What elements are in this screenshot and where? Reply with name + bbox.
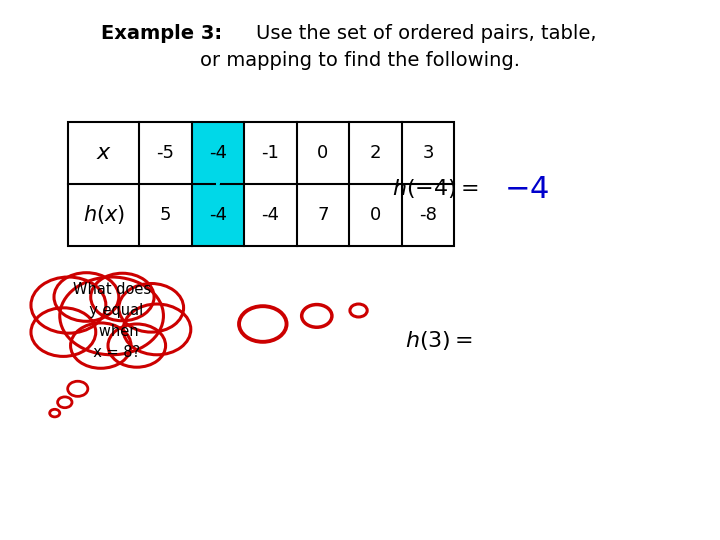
Bar	[68, 122, 454, 246]
Circle shape	[31, 277, 106, 333]
Text: $-4$: $-4$	[504, 174, 549, 204]
Circle shape	[50, 409, 60, 417]
Circle shape	[71, 323, 131, 368]
Text: 5: 5	[160, 206, 171, 224]
Circle shape	[239, 306, 287, 342]
Text: $h(x)$: $h(x)$	[83, 203, 125, 226]
Text: $h(-4) = $: $h(-4) = $	[392, 178, 480, 200]
Text: -5: -5	[156, 144, 174, 161]
Text: -4: -4	[261, 206, 279, 224]
Text: -4: -4	[209, 144, 227, 161]
Bar	[192, 122, 244, 184]
Circle shape	[60, 277, 163, 355]
Bar	[68, 122, 454, 246]
Circle shape	[58, 397, 72, 408]
Circle shape	[68, 381, 88, 396]
Text: -1: -1	[261, 144, 279, 161]
Text: -8: -8	[419, 206, 437, 224]
Text: $x$: $x$	[96, 143, 112, 163]
Text: Use the set of ordered pairs, table,: Use the set of ordered pairs, table,	[256, 24, 596, 43]
Text: 3: 3	[423, 144, 433, 161]
Text: Example 3:: Example 3:	[101, 24, 222, 43]
Text: What does
  y equal
   when
  x = 8?: What does y equal when x = 8?	[73, 282, 150, 360]
Circle shape	[91, 273, 154, 321]
Bar	[192, 184, 244, 246]
Circle shape	[302, 305, 332, 327]
Circle shape	[31, 308, 96, 356]
Text: $h(3) =$: $h(3) =$	[405, 329, 474, 352]
Text: or mapping to find the following.: or mapping to find the following.	[200, 51, 520, 70]
Text: 0: 0	[318, 144, 328, 161]
Circle shape	[119, 284, 184, 332]
Circle shape	[54, 273, 119, 321]
Text: 2: 2	[370, 144, 381, 161]
Text: 7: 7	[318, 206, 328, 224]
Circle shape	[108, 324, 166, 367]
Circle shape	[350, 304, 367, 317]
Text: -4: -4	[209, 206, 227, 224]
Text: 0: 0	[370, 206, 381, 224]
Circle shape	[123, 304, 191, 355]
